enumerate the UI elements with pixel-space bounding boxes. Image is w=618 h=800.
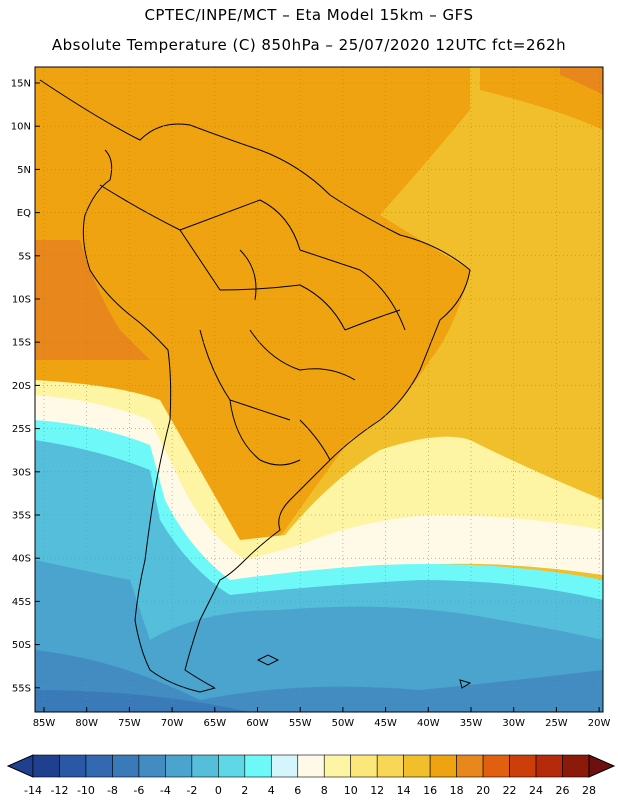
colorbar-swatch [562, 754, 590, 778]
colorbar-swatch [165, 754, 193, 778]
colorbar-swatch [85, 754, 113, 778]
lon-label: 50W [332, 718, 355, 729]
lon-label: 80W [75, 718, 98, 729]
colorbar-label: 24 [529, 784, 543, 797]
lat-label: 20S [12, 381, 31, 392]
lat-label: 35S [12, 511, 31, 522]
colorbar-swatch [244, 754, 272, 778]
colorbar-label: 6 [294, 784, 301, 797]
colorbar-label: -8 [107, 784, 118, 797]
lon-label: 45W [374, 718, 397, 729]
lon-label: 20W [588, 718, 611, 729]
colorbar-label: -12 [50, 784, 68, 797]
field-continent-warm [35, 67, 470, 580]
graticule [35, 67, 603, 712]
colorbar-label: 10 [344, 784, 358, 797]
lat-label: 5N [17, 165, 31, 176]
colorbar-swatch [429, 754, 457, 778]
lat-label: 40S [12, 554, 31, 565]
colorbar-swatch [297, 754, 325, 778]
colorbar-swatch [218, 754, 246, 778]
colorbar-left-arrow [6, 754, 34, 778]
lat-label: EQ [17, 208, 31, 219]
lon-label: 35W [460, 718, 483, 729]
colorbar-swatch [482, 754, 510, 778]
field-darkest-blue [35, 690, 250, 712]
lat-label: 10N [11, 122, 31, 133]
colorbar-swatch [509, 754, 537, 778]
lat-label: 25S [12, 424, 31, 435]
coastlines [39, 79, 472, 693]
temperature-field [35, 67, 603, 712]
colorbar-swatch [59, 754, 87, 778]
colorbar-label: 0 [215, 784, 222, 797]
field-deep-blue [35, 650, 603, 712]
lat-label: 15N [11, 79, 31, 90]
field-pacific-warm [35, 240, 150, 360]
colorbar-swatch [403, 754, 431, 778]
colorbar-label: -6 [133, 784, 144, 797]
lat-label: 15S [12, 338, 31, 349]
lat-label: 5S [18, 251, 31, 262]
colorbar-right-arrow [588, 754, 616, 778]
field-ne-warm [480, 67, 603, 130]
lon-label: 30W [502, 718, 525, 729]
field-mid-blue [35, 560, 603, 712]
colorbar-label: 22 [503, 784, 517, 797]
lon-label: 85W [33, 718, 56, 729]
lat-label: 55S [12, 683, 31, 694]
field-ne-hot [560, 67, 603, 95]
map-frame [34, 66, 604, 713]
colorbar-label: 4 [268, 784, 275, 797]
colorbar: -14 -12 -10 -8 -6 -4 -2 0 2 4 6 8 10 12 14 16 18 20 22 24 26… [6, 754, 616, 797]
map-title-line1: CPTEC/INPE/MCT – Eta Model 15km – GFS [144, 6, 474, 24]
lon-label: 55W [289, 718, 312, 729]
colorbar-swatch [138, 754, 166, 778]
colorbar-label: 18 [450, 784, 464, 797]
colorbar-swatch [535, 754, 563, 778]
lat-label: 30S [12, 467, 31, 478]
colorbar-swatch [376, 754, 404, 778]
lat-label: 10S [12, 295, 31, 306]
colorbar-swatch [350, 754, 378, 778]
colorbar-label: -2 [186, 784, 197, 797]
colorbar-label: 16 [423, 784, 437, 797]
colorbar-label: 28 [582, 784, 596, 797]
colorbar-label: 14 [397, 784, 411, 797]
colorbar-label: 26 [556, 784, 570, 797]
longitude-axis: 85W 80W 75W 70W 65W 60W 55W 50W 45W 40W 35W 30W 25W 2… [33, 707, 611, 729]
lon-label: 70W [161, 718, 184, 729]
lon-label: 60W [246, 718, 269, 729]
colorbar-swatch [112, 754, 140, 778]
colorbar-swatch [32, 754, 60, 778]
lon-label: 75W [118, 718, 141, 729]
colorbar-label: 12 [370, 784, 384, 797]
colorbar-swatch [191, 754, 219, 778]
lon-label: 25W [545, 718, 568, 729]
colorbar-label: 2 [241, 784, 248, 797]
colorbar-label: -14 [24, 784, 42, 797]
latitude-axis: 15N 10N 5N EQ 5S 10S 15S 20S 25S 30S 35S 40S 45S 50S 5… [11, 79, 40, 694]
lat-label: 45S [12, 597, 31, 608]
colorbar-swatch [456, 754, 484, 778]
colorbar-label: -10 [77, 784, 95, 797]
lat-label: 50S [12, 640, 31, 651]
colorbar-label: 20 [476, 784, 490, 797]
colorbar-swatch [323, 754, 352, 778]
colorbar-swatch [270, 754, 299, 778]
map-title-line2: Absolute Temperature (C) 850hPa – 25/07/… [51, 36, 567, 54]
colorbar-label: 8 [321, 784, 328, 797]
colorbar-label: -4 [160, 784, 171, 797]
lon-label: 40W [417, 718, 440, 729]
lon-label: 65W [203, 718, 226, 729]
